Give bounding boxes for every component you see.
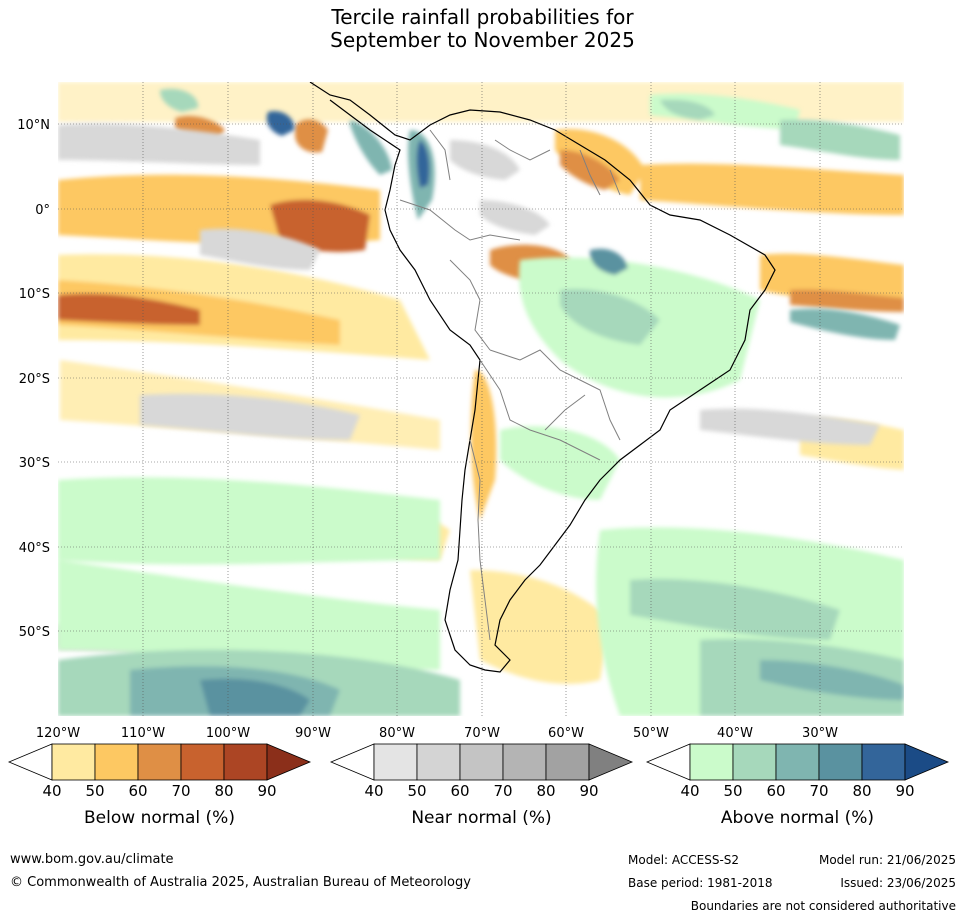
colorbar-tick-label: 60 <box>450 782 470 800</box>
colorbar-tick-label: 70 <box>493 782 513 800</box>
lon-label: 110°W <box>121 726 165 741</box>
colorbar-max-tip <box>904 743 950 781</box>
footer-website: www.bom.gov.au/climate <box>10 852 174 867</box>
lon-label: 70°W <box>464 726 500 741</box>
lon-label: 40°W <box>717 726 753 741</box>
colorbar-max-tip <box>266 743 312 781</box>
colorbar-tick-label: 80 <box>536 782 556 800</box>
colorbar-segment <box>818 743 863 781</box>
colorbar-segment <box>545 743 590 781</box>
lat-label: 20°S <box>19 372 50 387</box>
colorbar-tick-label: 50 <box>85 782 105 800</box>
colorbar-max-tip <box>588 743 634 781</box>
colorbar-tick-label: 80 <box>852 782 872 800</box>
lon-label: 80°W <box>379 726 415 741</box>
footer-issued: Issued: 23/06/2025 <box>840 876 956 890</box>
colorbar-min-tip <box>645 743 691 781</box>
colorbar-segment <box>459 743 504 781</box>
lon-label: 50°W <box>633 726 669 741</box>
footer-copyright: © Commonwealth of Australia 2025, Austra… <box>10 875 471 890</box>
colorbar-tick-label: 90 <box>579 782 599 800</box>
colorbar-tick-label: 40 <box>364 782 384 800</box>
colorbar-tick-label: 50 <box>407 782 427 800</box>
footer-disclaimer: Boundaries are not considered authoritat… <box>690 899 956 913</box>
lat-label: 50°S <box>19 625 50 640</box>
colorbar-tick-label: 90 <box>257 782 277 800</box>
map-title-line1: Tercile rainfall probabilities for <box>331 5 634 29</box>
lat-label: 0° <box>35 203 50 218</box>
coastline <box>309 82 776 673</box>
colorbar-segment <box>180 743 225 781</box>
colorbar-segment <box>94 743 139 781</box>
lat-label: 40°S <box>19 541 50 556</box>
colorbar-tick-label: 70 <box>171 782 191 800</box>
colorbar-segment <box>373 743 418 781</box>
colorbar-tick-label: 40 <box>42 782 62 800</box>
country-borders <box>399 129 621 641</box>
longitude-labels: 120°W 110°W 100°W 90°W 80°W 70°W 60°W 50… <box>36 726 838 741</box>
colorbar-min-tip <box>329 743 375 781</box>
colorbar-segment <box>861 743 906 781</box>
colorbar-segment <box>416 743 461 781</box>
colorbar-segment <box>732 743 777 781</box>
colorbar-segment <box>51 743 96 781</box>
colorbar-title: Near normal (%) <box>411 808 552 828</box>
lon-label: 100°W <box>206 726 250 741</box>
colorbar-tick-label: 90 <box>895 782 915 800</box>
footer-model: Model: ACCESS-S2 <box>628 853 740 867</box>
colorbar-min-tip <box>7 743 53 781</box>
colorbar-tick-label: 60 <box>766 782 786 800</box>
colorbar-segment <box>689 743 734 781</box>
colorbar-title: Above normal (%) <box>720 808 875 828</box>
colorbar-tick-label: 40 <box>680 782 700 800</box>
colorbar-tick-label: 60 <box>128 782 148 800</box>
lat-label: 10°N <box>17 118 50 133</box>
colorbar-tick-label: 50 <box>723 782 743 800</box>
colorbars <box>7 743 950 781</box>
lon-label: 90°W <box>295 726 331 741</box>
map-title-line2: September to November 2025 <box>330 28 635 52</box>
footer-base-period: Base period: 1981-2018 <box>628 876 773 890</box>
latitude-labels: 10°N 0° 10°S 20°S 30°S 40°S 50°S <box>17 118 50 640</box>
lon-label: 60°W <box>548 726 584 741</box>
lon-label: 120°W <box>36 726 80 741</box>
colorbar-tick-label: 80 <box>214 782 234 800</box>
lat-label: 10°S <box>19 287 50 302</box>
lat-label: 30°S <box>19 456 50 471</box>
colorbar-title: Below normal (%) <box>84 808 235 828</box>
colorbar-segment <box>223 743 268 781</box>
probability-field <box>58 82 904 716</box>
footer-model-run: Model run: 21/06/2025 <box>818 853 956 867</box>
colorbar-segment <box>775 743 820 781</box>
colorbar-tick-label: 70 <box>809 782 829 800</box>
colorbar-segment <box>137 743 182 781</box>
graticule <box>58 82 904 716</box>
lon-label: 30°W <box>802 726 838 741</box>
colorbar-segment <box>502 743 547 781</box>
